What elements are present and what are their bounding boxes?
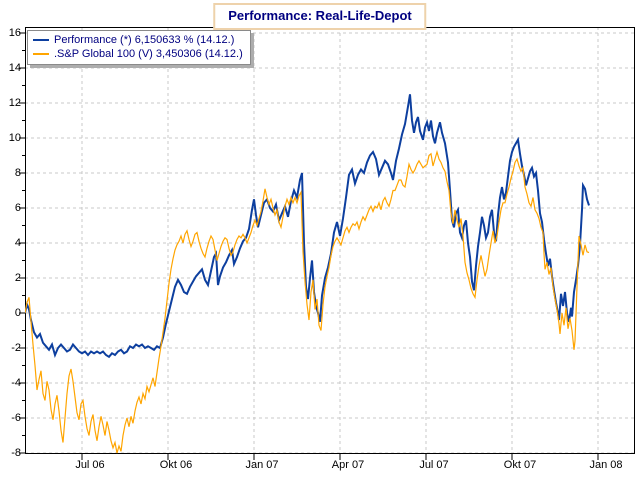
y-axis-label: 14 — [8, 62, 21, 74]
y-axis-label: 16 — [8, 27, 21, 39]
x-axis-label: Jan 08 — [589, 459, 623, 471]
sp-global-100-line-swatch — [33, 53, 49, 55]
y-axis-label: 6 — [14, 202, 21, 214]
x-axis-label: Jul 07 — [419, 459, 449, 471]
legend-item-performance: Performance (*) 6,150633 % (14.12.) — [33, 33, 243, 47]
y-axis-label: 0 — [14, 307, 21, 319]
y-axis-label: 8 — [14, 167, 21, 179]
sp-global-100-legend-label: .S&P Global 100 (V) 3,450306 (14.12.) — [54, 48, 243, 60]
y-axis-label: 2 — [14, 272, 21, 284]
chart-title-box: Performance: Real-Life-Depot — [213, 3, 427, 30]
legend-box: Performance (*) 6,150633 % (14.12.) .S&P… — [27, 30, 251, 65]
y-axis-label: 10 — [8, 132, 21, 144]
x-axis-label: Okt 07 — [503, 459, 537, 471]
y-axis-label: 4 — [14, 237, 21, 249]
legend-item-sp-global-100: .S&P Global 100 (V) 3,450306 (14.12.) — [33, 47, 243, 61]
performance-legend-label: Performance (*) 6,150633 % (14.12.) — [54, 34, 235, 46]
y-axis-label: -2 — [11, 342, 21, 354]
performance-line-swatch — [33, 39, 49, 41]
x-axis-label: Jul 06 — [75, 459, 105, 471]
chart-title: Performance: Real-Life-Depot — [228, 8, 412, 23]
y-axis-label: -8 — [11, 447, 21, 459]
x-axis-label: Okt 06 — [159, 459, 193, 471]
y-axis-label: -4 — [11, 377, 21, 389]
x-axis-label: Jan 07 — [245, 459, 279, 471]
y-axis-label: -6 — [11, 412, 21, 424]
y-axis-label: 12 — [8, 97, 21, 109]
x-axis-label: Apr 07 — [331, 459, 365, 471]
